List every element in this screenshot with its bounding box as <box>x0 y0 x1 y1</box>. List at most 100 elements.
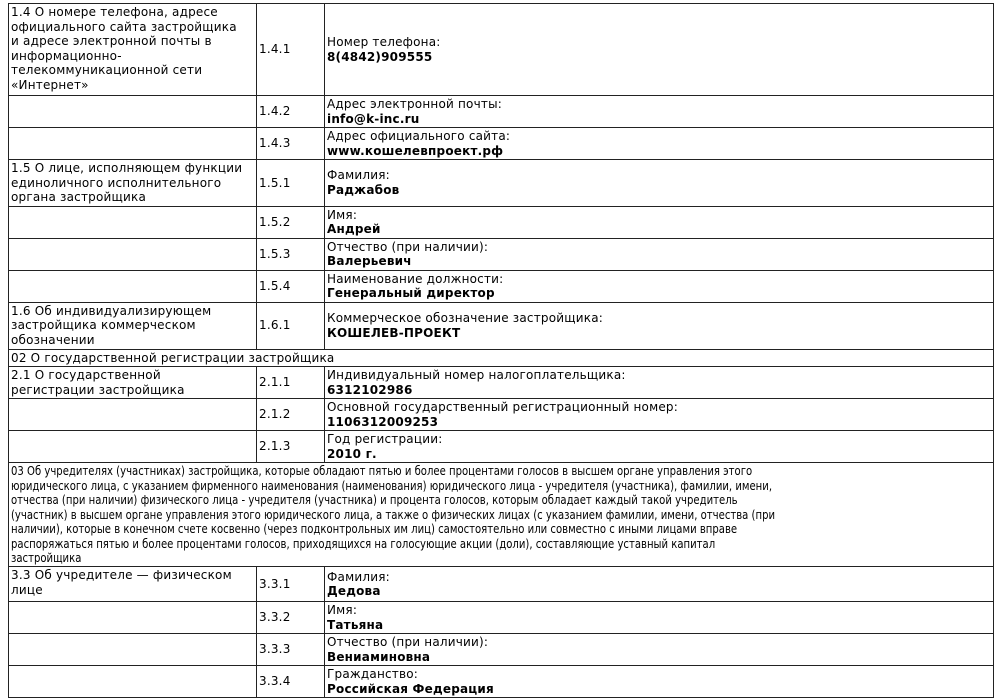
item-label: Индивидуальный номер налогоплательщика: <box>327 368 626 382</box>
section-title: 2.1 О государственной регистрации застрой… <box>8 366 257 399</box>
item-value: 2010 г. <box>327 446 377 461</box>
item-content: Имя: Татьяна <box>324 601 994 634</box>
item-value: 1106312009253 <box>327 414 439 429</box>
section-title <box>8 601 257 634</box>
table-row: 3.3.2 Имя: Татьяна <box>8 601 994 634</box>
item-content: Фамилия: Раджабов <box>324 159 994 207</box>
section-title <box>8 398 257 431</box>
item-label: Наименование должности: <box>327 271 504 286</box>
item-code: 1.5.1 <box>256 159 325 207</box>
item-code: 2.1.1 <box>256 366 325 399</box>
item-value: 8(4842)909555 <box>327 49 433 64</box>
item-content: Наименование должности: Генеральный дирек… <box>324 269 994 303</box>
section-header-row: 03 Об учредителях (участниках) застройщи… <box>8 462 994 567</box>
item-value: 6312102986 <box>327 382 413 397</box>
section-title-line: 1.6 Об индивидуализирующем <box>11 303 212 318</box>
section-title-line: органа застройщика <box>11 190 147 204</box>
section-title <box>8 269 257 303</box>
item-code: 1.6.1 <box>256 301 325 350</box>
item-code: 3.3.3 <box>256 633 325 666</box>
item-content: Индивидуальный номер налогоплательщика: 6… <box>324 366 994 399</box>
table-row: 1.5.2 Имя: Андрей <box>8 205 994 239</box>
section-title: 3.3 Об учредителе — физическом лице <box>8 566 257 602</box>
item-label: Имя: <box>327 603 358 617</box>
section-title <box>8 95 257 128</box>
section-title <box>8 205 257 239</box>
section-title-line: обозначении <box>11 332 95 347</box>
table-row: 2.1.3 Год регистрации: 2010 г. <box>8 430 994 463</box>
section-header-line: юридического лица, с указанием фирменног… <box>11 478 773 493</box>
table-row: 2.1.2 Основной государственный регистраци… <box>8 398 994 431</box>
table-row: 3.3.4 Гражданство: Российская Федерация <box>8 665 994 698</box>
section-title-line: застройщика коммерческом <box>11 318 196 332</box>
section-title-line: телекоммуникационной сети <box>11 63 203 77</box>
section-title: 1.4 О номере телефона, адресе официальног… <box>8 3 257 96</box>
section-header-line: застройщика <box>11 551 82 565</box>
item-value: info@k-inc.ru <box>327 111 420 126</box>
item-code: 1.4.1 <box>256 3 325 96</box>
item-content: Имя: Андрей <box>324 205 994 239</box>
item-label: Год регистрации: <box>327 432 443 446</box>
item-value: www.кошелевпроект.рф <box>327 143 504 158</box>
section-title-line: официального сайта застройщика <box>11 19 237 34</box>
item-value: Андрей <box>327 222 381 236</box>
section-title <box>8 665 257 698</box>
section-title: 1.6 Об индивидуализирующем застройщика ко… <box>8 301 257 350</box>
item-content: Год регистрации: 2010 г. <box>324 430 994 463</box>
item-content: Гражданство: Российская Федерация <box>324 665 994 698</box>
item-label: Отчество (при наличии): <box>327 239 489 254</box>
item-content: Фамилия: Дедова <box>324 566 994 602</box>
section-header-row: 02 О государственной регистрации застрой… <box>8 348 994 367</box>
item-code: 3.3.4 <box>256 665 325 698</box>
item-label: Имя: <box>327 207 358 222</box>
section-title-line: «Интернет» <box>11 77 89 92</box>
section-header-line: 03 Об учредителях (участниках) застройщи… <box>11 464 753 478</box>
item-content: Номер телефона: 8(4842)909555 <box>324 3 994 96</box>
table-row: 1.4.2 Адрес электронной почты: info@k-inc.… <box>8 95 994 128</box>
table-row: 1.4.3 Адрес официального сайта: www.кошеле… <box>8 127 994 160</box>
item-label: Фамилия: <box>327 168 390 183</box>
item-content: Коммерческое обозначение застройщика: КОШ… <box>324 301 994 350</box>
section-title-line: единоличного исполнительного <box>11 175 222 190</box>
item-value: Вениаминовна <box>327 649 431 664</box>
section-title-line: 1.4 О номере телефона, адресе <box>11 5 218 19</box>
table-row: 1.5.4 Наименование должности: Генеральный … <box>8 269 994 303</box>
section-header: 02 О государственной регистрации застрой… <box>8 348 994 367</box>
item-value: Дедова <box>327 584 381 598</box>
section-header: 03 Об учредителях (участниках) застройщи… <box>8 462 994 567</box>
section-header-line: распоряжаться пятью и более процентами г… <box>11 536 716 551</box>
item-content: Отчество (при наличии): Вениаминовна <box>324 633 994 666</box>
table-row: 1.5.3 Отчество (при наличии): Валерьевич <box>8 237 994 271</box>
item-value: Генеральный директор <box>327 286 495 300</box>
item-label: Основной государственный регистрационный… <box>327 400 678 414</box>
item-label: Адрес официального сайта: <box>327 129 511 143</box>
item-code: 3.3.2 <box>256 601 325 634</box>
item-content: Адрес официального сайта: www.кошелевпрое… <box>324 127 994 160</box>
section-header-line: 02 О государственной регистрации застрой… <box>11 350 335 365</box>
table-row: 1.4 О номере телефона, адресе официальног… <box>8 3 994 96</box>
section-header-line: наличии), которые в конечном счете косве… <box>11 522 738 536</box>
item-code: 1.5.2 <box>256 205 325 239</box>
item-label: Номер телефона: <box>327 35 441 49</box>
item-code: 2.1.3 <box>256 430 325 463</box>
table-row: 1.6 Об индивидуализирующем застройщика ко… <box>8 301 994 350</box>
table-row: 3.3 Об учредителе — физическом лице 3.3.1 Ф… <box>8 566 994 602</box>
item-label: Адрес электронной почты: <box>327 97 502 111</box>
section-title <box>8 430 257 463</box>
item-code: 1.4.2 <box>256 95 325 128</box>
section-title-line: информационно- <box>11 48 122 63</box>
item-code: 2.1.2 <box>256 398 325 431</box>
section-title <box>8 127 257 160</box>
item-label: Отчество (при наличии): <box>327 635 489 649</box>
section-title <box>8 633 257 666</box>
table-row: 1.5 О лице, исполняющем функции единоличн… <box>8 159 994 207</box>
table-row: 3.3.3 Отчество (при наличии): Вениаминовна <box>8 633 994 666</box>
section-title: 1.5 О лице, исполняющем функции единоличн… <box>8 159 257 207</box>
item-code: 1.5.3 <box>256 237 325 271</box>
item-label: Фамилия: <box>327 569 390 584</box>
item-code: 3.3.1 <box>256 566 325 602</box>
section-title-line: 1.5 О лице, исполняющем функции <box>11 161 243 175</box>
table-row: 2.1 О государственной регистрации застрой… <box>8 366 994 399</box>
developer-info-table: 1.4 О номере телефона, адресе официальног… <box>8 3 994 698</box>
item-value: Российская Федерация <box>327 681 494 696</box>
